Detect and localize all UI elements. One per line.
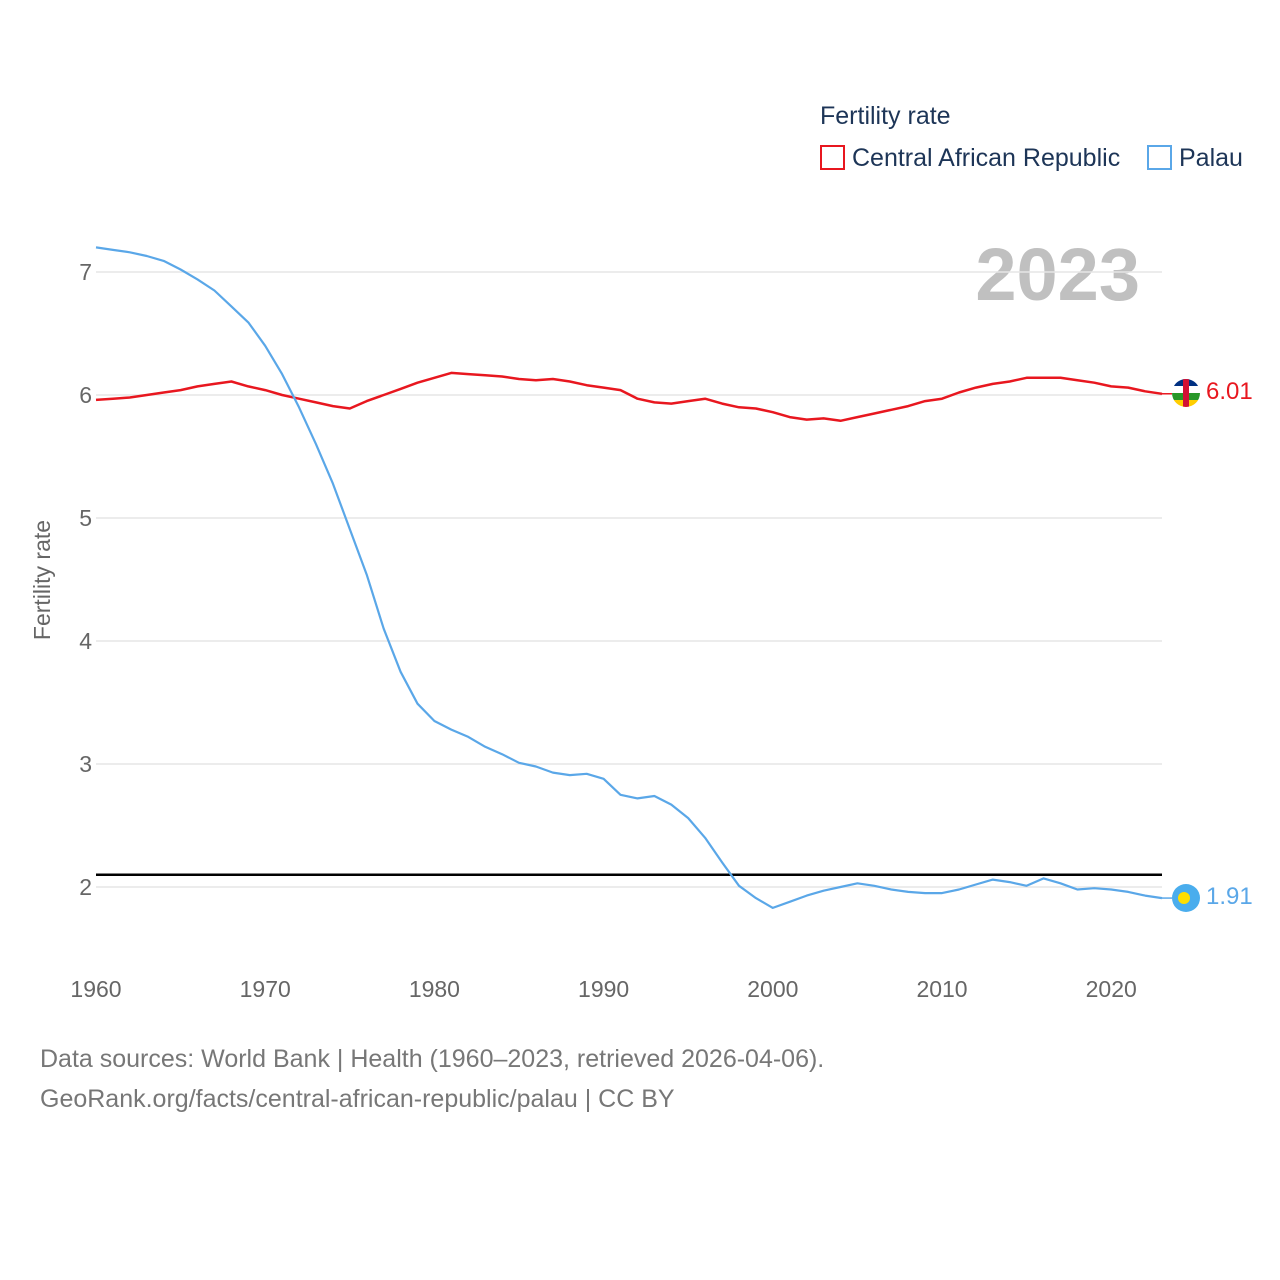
footer-sources: Data sources: World Bank | Health (1960–… — [40, 1045, 825, 1073]
footer-attribution[interactable]: GeoRank.org/facts/central-african-republ… — [40, 1085, 675, 1113]
x-tick-label: 1960 — [70, 976, 121, 1002]
fertility-chart: Fertility rate Central African Republic … — [29, 102, 1253, 1002]
legend-swatch-central-african-republic — [820, 145, 845, 170]
y-tick-label: 6 — [79, 382, 92, 408]
x-tick-label: 1980 — [409, 976, 460, 1002]
y-tick-label: 4 — [79, 628, 92, 654]
legend-swatch-palau — [1147, 145, 1172, 170]
x-axis-ticks: 1960 1970 1980 1990 2000 2010 2020 — [70, 976, 1136, 1002]
end-label-palau: 1.91 — [1206, 883, 1253, 910]
x-tick-label: 2000 — [747, 976, 798, 1002]
y-tick-label: 3 — [79, 751, 92, 777]
legend-label-palau[interactable]: Palau — [1179, 144, 1243, 172]
x-tick-label: 1990 — [578, 976, 629, 1002]
series-line-central-african-republic[interactable] — [95, 371, 1163, 423]
legend: Fertility rate Central African Republic … — [820, 102, 1243, 172]
series-line-palau[interactable] — [95, 246, 1163, 910]
gridlines — [96, 271, 1162, 888]
end-label-central-african-republic: 6.01 — [1206, 378, 1253, 405]
y-axis-label: Fertility rate — [29, 520, 55, 640]
x-tick-label: 1970 — [240, 976, 291, 1002]
legend-label-central-african-republic[interactable]: Central African Republic — [852, 144, 1120, 172]
y-axis-ticks: 2 3 4 5 6 7 — [79, 259, 92, 900]
y-tick-label: 7 — [79, 259, 92, 285]
y-tick-label: 5 — [79, 505, 92, 531]
legend-title: Fertility rate — [820, 102, 951, 130]
central-african-republic-flag-icon — [1172, 379, 1200, 407]
x-tick-label: 2020 — [1086, 976, 1137, 1002]
palau-flag-icon — [1172, 884, 1200, 912]
series-lines — [95, 246, 1172, 910]
y-tick-label: 2 — [79, 874, 92, 900]
x-tick-label: 2010 — [916, 976, 967, 1002]
year-overlay: 2023 — [975, 233, 1140, 316]
